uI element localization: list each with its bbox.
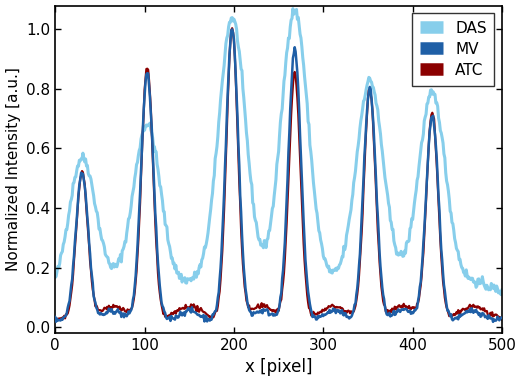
- ATC: [183, 303, 189, 307]
- DAS: [182, 275, 188, 280]
- MV: [215, 295, 221, 300]
- DAS: [423, 112, 429, 117]
- ATC: [164, 315, 170, 319]
- ATC: [341, 309, 348, 314]
- MV: [229, 27, 235, 32]
- DAS: [290, 6, 296, 11]
- Legend: DAS, MV, ATC: DAS, MV, ATC: [412, 13, 494, 86]
- ATC: [53, 318, 60, 323]
- Y-axis label: Normalized Intensity [a.u.]: Normalized Intensity [a.u.]: [6, 67, 20, 271]
- ATC: [347, 311, 353, 316]
- MV: [490, 320, 496, 324]
- DAS: [341, 244, 347, 249]
- Line: DAS: DAS: [55, 9, 502, 295]
- DAS: [499, 287, 505, 292]
- Line: MV: MV: [55, 29, 502, 322]
- ATC: [216, 295, 222, 299]
- DAS: [498, 292, 504, 297]
- MV: [182, 314, 188, 318]
- MV: [341, 313, 347, 318]
- ATC: [424, 178, 430, 183]
- ATC: [229, 26, 235, 31]
- DAS: [52, 275, 58, 280]
- MV: [163, 315, 169, 320]
- MV: [499, 316, 505, 320]
- DAS: [346, 217, 352, 222]
- MV: [346, 316, 352, 321]
- DAS: [215, 134, 221, 139]
- ATC: [499, 317, 505, 322]
- DAS: [163, 223, 169, 228]
- MV: [423, 192, 429, 197]
- MV: [52, 314, 58, 319]
- Line: ATC: ATC: [55, 28, 502, 320]
- X-axis label: x [pixel]: x [pixel]: [245, 358, 312, 376]
- ATC: [52, 317, 58, 322]
